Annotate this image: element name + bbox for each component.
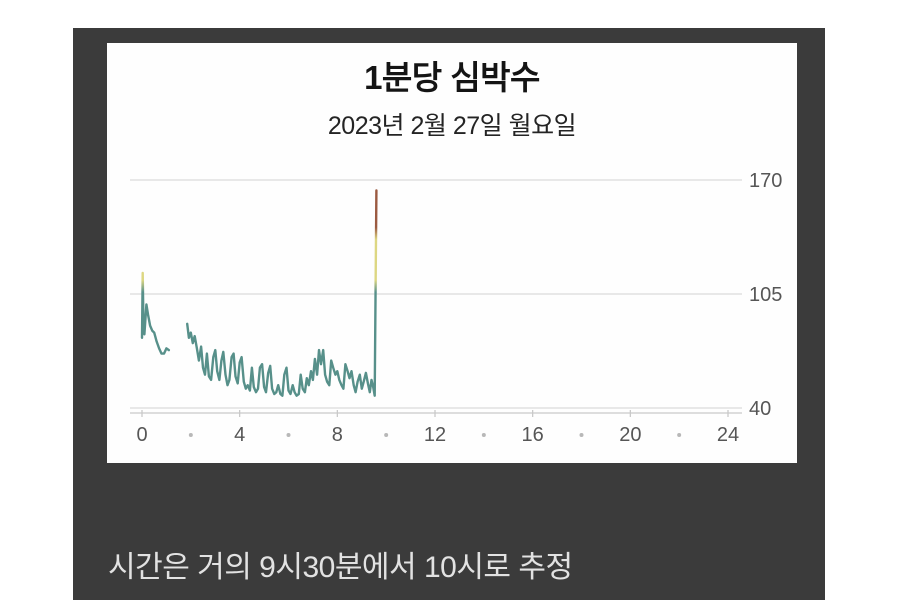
svg-text:4: 4 <box>234 424 245 446</box>
estimated-time-caption: 시간은 거의 9시30분에서 10시로 추정 <box>108 551 573 584</box>
dark-panel: 1분당 심박수 2023년 2월 27일 월요일 170 105 40 0 4 8 12 16… <box>73 28 825 600</box>
heart-rate-line-chart: 170 105 40 0 4 8 12 16 20 24 <box>130 170 782 446</box>
svg-text:105: 105 <box>749 284 782 306</box>
svg-text:20: 20 <box>619 424 641 446</box>
chart-title: 1분당 심박수 <box>364 59 540 96</box>
chart-date-subtitle: 2023년 2월 27일 월요일 <box>327 112 577 140</box>
svg-text:8: 8 <box>332 424 343 446</box>
svg-text:170: 170 <box>749 170 782 192</box>
svg-text:12: 12 <box>424 424 446 446</box>
svg-text:16: 16 <box>522 424 544 446</box>
svg-text:0: 0 <box>136 424 147 446</box>
svg-text:40: 40 <box>749 398 771 420</box>
chart-card: 1분당 심박수 2023년 2월 27일 월요일 170 105 40 0 4 8 12 16… <box>107 43 797 463</box>
svg-text:24: 24 <box>717 424 739 446</box>
